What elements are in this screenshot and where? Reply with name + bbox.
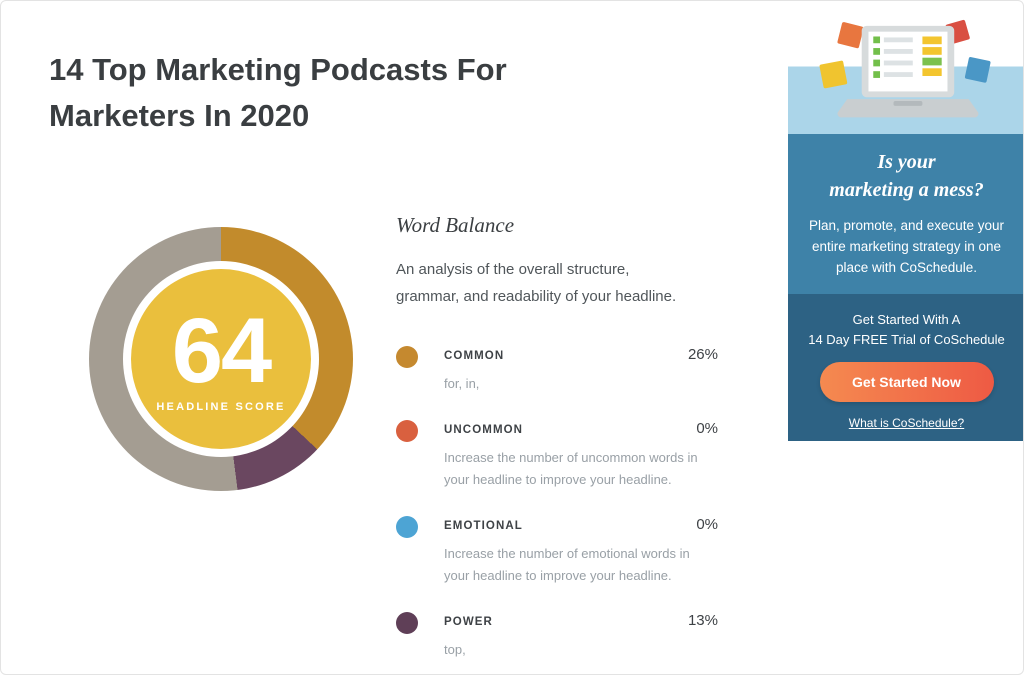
word-balance-row: EMOTIONAL 0%	[444, 516, 718, 533]
donut-hole: 64 HEADLINE SCORE	[123, 261, 319, 457]
word-balance-row: POWER 13%	[444, 612, 718, 629]
headline-score-value: 64	[171, 300, 272, 402]
emotional-dot-icon	[396, 516, 418, 539]
promo-cta-section: Get Started With A 14 Day FREE Trial of …	[788, 294, 1023, 441]
promo-heading-line1: Is your	[877, 151, 936, 173]
uncommon-label: UNCOMMON	[444, 424, 524, 437]
promo-cta-line2: 14 Day FREE Trial of CoSchedule	[808, 331, 1005, 347]
page-title: 14 Top Marketing Podcasts For Marketers …	[49, 52, 507, 133]
word-balance-row: UNCOMMON 0%	[444, 420, 718, 437]
power-detail: top,	[444, 642, 466, 658]
common-detail: for, in,	[444, 376, 480, 391]
power-percent: 13%	[687, 612, 718, 630]
word-balance-row: COMMON 26%	[444, 346, 718, 363]
uncommon-detail: Increase the number of uncommon words in…	[444, 450, 698, 487]
power-label: POWER	[444, 616, 493, 629]
promo-message-section: Is your marketing a mess? Plan, promote,…	[788, 134, 1023, 294]
promo-cta-line1: Get Started With A	[852, 312, 961, 327]
emotional-percent: 0%	[696, 516, 718, 534]
get-started-button[interactable]: Get Started Now	[819, 362, 994, 402]
word-balance-description: An analysis of the overall structure, gr…	[396, 261, 677, 305]
power-dot-icon	[396, 612, 418, 635]
common-label: COMMON	[444, 350, 505, 362]
donut-center: 64 HEADLINE SCORE	[131, 269, 311, 449]
word-balance-heading: Word Balance	[396, 213, 515, 237]
promo-illustration-area	[788, 9, 1023, 134]
word-balance-section: Word Balance An analysis of the overall …	[396, 213, 718, 674]
emotional-label: EMOTIONAL	[444, 520, 523, 533]
what-is-coschedule-link[interactable]: What is CoSchedule?	[848, 416, 965, 430]
promo-heading-line2: marketing a mess?	[829, 179, 984, 201]
word-balance-item-power: POWER 13% top,	[396, 612, 718, 660]
word-balance-list: COMMON 26% for, in, UNCOMMON 0% Increase…	[396, 346, 718, 661]
promo-body-text: Plan, promote, and execute your entire m…	[808, 218, 1005, 275]
word-balance-item-emotional: EMOTIONAL 0% Increase the number of emot…	[396, 516, 718, 586]
headline-score-donut: 64 HEADLINE SCORE	[89, 227, 353, 491]
word-balance-item-uncommon: UNCOMMON 0% Increase the number of uncom…	[396, 420, 718, 490]
uncommon-dot-icon	[396, 420, 418, 443]
promo-heading: Is your marketing a mess?	[804, 148, 1009, 204]
emotional-detail: Increase the number of emotional words i…	[444, 546, 690, 583]
common-dot-icon	[396, 346, 418, 368]
headline-score-label: HEADLINE SCORE	[156, 401, 286, 413]
coschedule-promo-card: Is your marketing a mess? Plan, promote,…	[788, 9, 1023, 441]
laptop-illustration-icon	[819, 19, 991, 118]
word-balance-item-common: COMMON 26% for, in,	[396, 346, 718, 394]
uncommon-percent: 0%	[696, 420, 718, 438]
common-percent: 26%	[687, 346, 718, 363]
promo-cta-text: Get Started With A 14 Day FREE Trial of …	[802, 310, 1011, 349]
